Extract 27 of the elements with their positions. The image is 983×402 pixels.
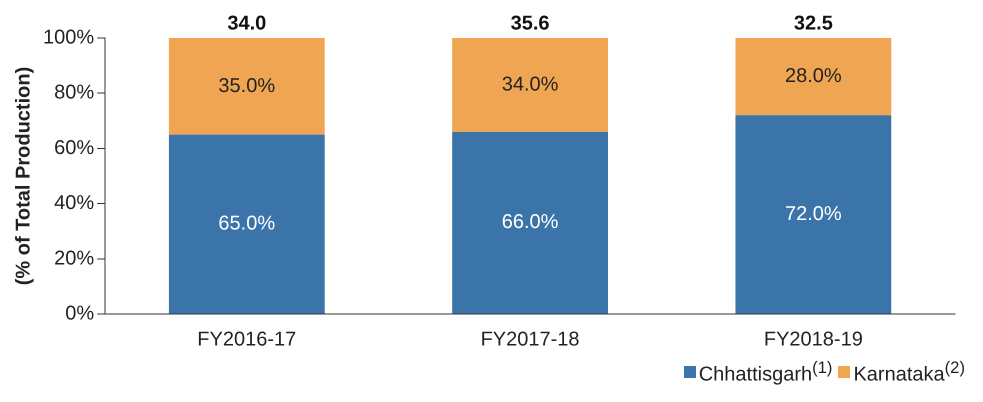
bar bbox=[452, 38, 608, 132]
y-axis-title: (% of Total Production) bbox=[12, 66, 35, 286]
annotation: 35.6 bbox=[510, 12, 550, 35]
data-label: 65.0% bbox=[218, 212, 276, 235]
y-tick-label: 40% bbox=[54, 192, 94, 214]
y-tick-label: 100% bbox=[42, 26, 94, 49]
data-label: 66.0% bbox=[502, 211, 559, 234]
bar bbox=[168, 134, 325, 314]
bar bbox=[168, 38, 325, 135]
data-label: 72.0% bbox=[785, 202, 842, 225]
bar bbox=[735, 115, 892, 314]
y-tick-label: 0% bbox=[65, 302, 94, 325]
legend-label: Chhattisgarh$^{(1)}$ bbox=[698, 358, 832, 387]
y-tick-label: 20% bbox=[54, 247, 94, 270]
bar bbox=[735, 38, 892, 116]
annotation: 32.5 bbox=[794, 12, 833, 35]
data-label: 34.0% bbox=[502, 73, 559, 96]
legend-label: Karnataka$^{(2)}$ bbox=[853, 358, 965, 387]
annotation: 34.0 bbox=[227, 12, 266, 35]
data-label: 35.0% bbox=[218, 74, 276, 97]
bar bbox=[452, 132, 608, 314]
x-tick-label: FY2016-17 bbox=[197, 328, 296, 351]
x-tick-label: FY2018-19 bbox=[764, 328, 863, 351]
data-label: 28.0% bbox=[785, 65, 842, 88]
x-tick-label: FY2017-18 bbox=[480, 328, 580, 351]
y-tick-label: 80% bbox=[54, 82, 94, 104]
y-tick-label: 60% bbox=[54, 136, 94, 159]
